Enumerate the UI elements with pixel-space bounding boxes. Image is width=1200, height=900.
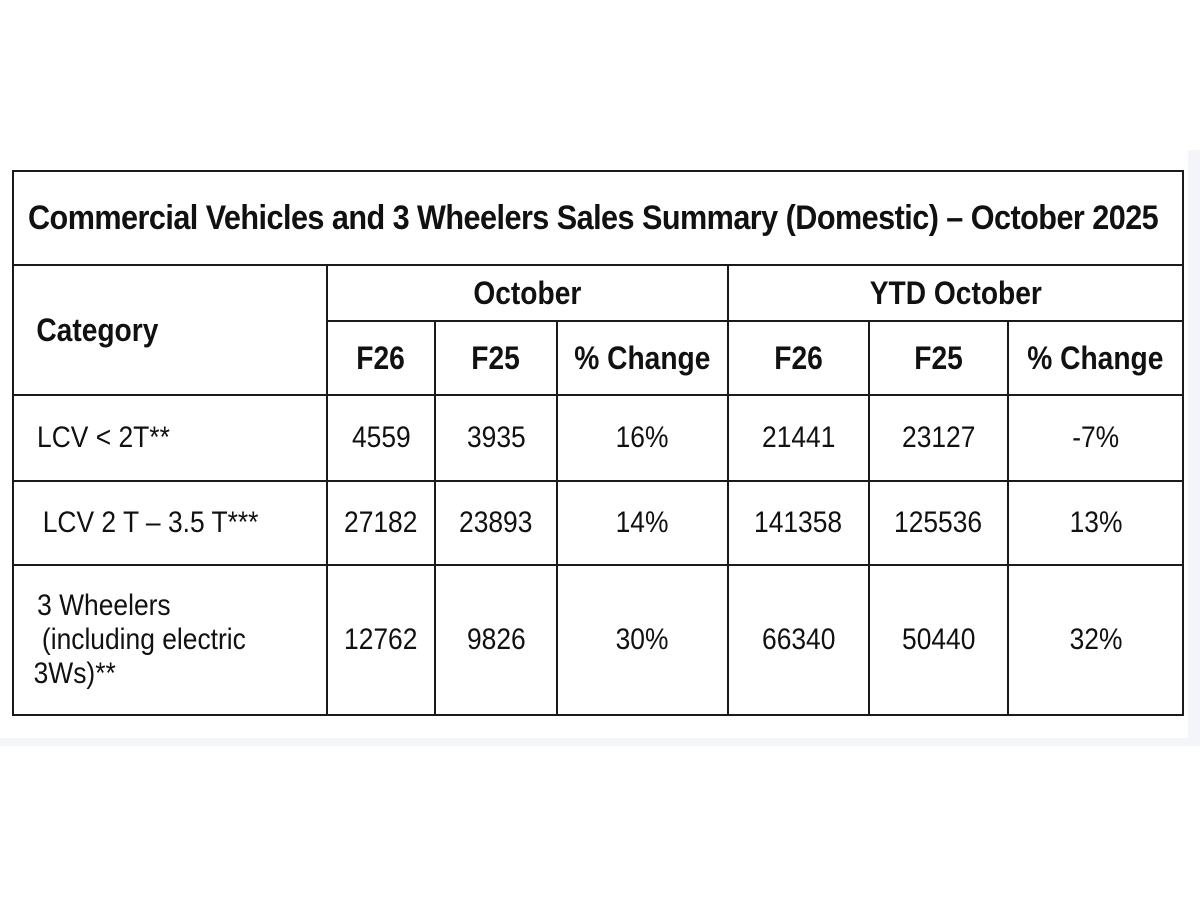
table-row: 3 Wheelers (including electric 3Ws)** 12… — [12, 564, 1185, 716]
table-cell: 23893 — [434, 480, 558, 566]
table-cell: 13% — [1006, 480, 1185, 566]
group-header-row: Category October YTD October — [12, 264, 1185, 396]
category-header: Category — [12, 264, 328, 396]
row-category: LCV < 2T** — [12, 394, 328, 482]
sub-header-row: F26 F25 % Change F26 F25 % Change — [13, 320, 1185, 396]
table-cell: -7% — [1006, 394, 1185, 482]
table-cell: 32% — [1006, 564, 1185, 716]
table-cell: 14% — [556, 480, 729, 566]
column-header: F25 — [868, 320, 1009, 396]
table-title: Commercial Vehicles and 3 Wheelers Sales… — [11, 170, 1185, 266]
table-cell: 9826 — [434, 564, 558, 716]
table-cell: 27182 — [326, 480, 436, 566]
table-cell: 30% — [556, 564, 729, 716]
title-row: Commercial Vehicles and 3 Wheelers Sales… — [11, 170, 1185, 266]
row-category-line: 3 Wheelers — [37, 589, 171, 622]
table-cell: 4559 — [326, 394, 436, 482]
table-cell: 16% — [556, 394, 729, 482]
column-header: F25 — [434, 320, 558, 396]
sales-summary-table: Commercial Vehicles and 3 Wheelers Sales… — [11, 170, 1185, 716]
column-header: F26 — [727, 320, 870, 396]
table-cell: 50440 — [868, 564, 1009, 716]
table-row: LCV 2 T – 3.5 T*** 27182 23893 14% 14135… — [12, 480, 1185, 566]
column-header: % Change — [556, 320, 729, 396]
table-row: LCV < 2T** 4559 3935 16% 21441 23127 -7% — [12, 394, 1185, 482]
group-header-october: October — [326, 264, 729, 322]
table-cell: 141358 — [727, 480, 870, 566]
table-cell: 21441 — [727, 394, 870, 482]
table-cell: 125536 — [868, 480, 1009, 566]
table-cell: 23127 — [868, 394, 1009, 482]
group-header-ytd-october: YTD October — [726, 264, 1185, 322]
table-cell: 3935 — [434, 394, 558, 482]
column-header: F26 — [326, 320, 436, 396]
column-header: % Change — [1006, 320, 1185, 396]
row-category: 3 Wheelers (including electric 3Ws)** — [12, 564, 328, 716]
row-category-line: (including electric — [41, 623, 246, 656]
table-cell: 66340 — [727, 564, 870, 716]
row-category: LCV 2 T – 3.5 T*** — [12, 480, 328, 566]
table-cell: 12762 — [326, 564, 436, 716]
row-category-line: 3Ws)** — [33, 657, 116, 690]
